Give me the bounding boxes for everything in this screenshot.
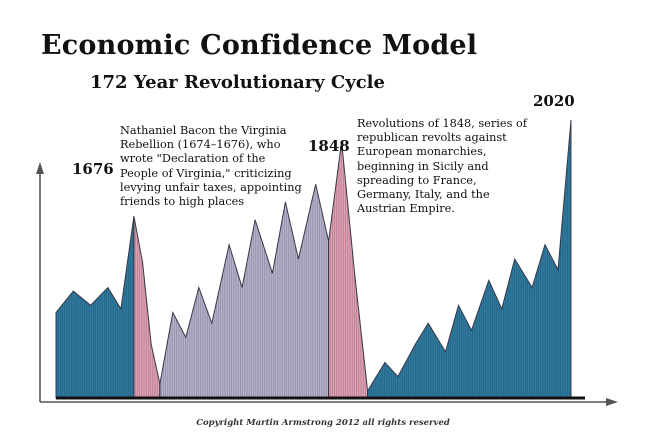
year-label-1848: 1848 (308, 137, 350, 155)
series-area-2 (133, 216, 161, 399)
copyright-notice: Copyright Martin Armstrong 2012 all righ… (196, 418, 450, 428)
annotation-bacon-rebellion: Nathaniel Bacon the Virginia Rebellion (… (120, 124, 302, 209)
series-area-5 (367, 119, 572, 399)
chart-title: Economic Confidence Model (41, 30, 478, 61)
year-label-1676: 1676 (72, 160, 114, 178)
annotation-revolutions-1848: Revolutions of 1848, series of republica… (357, 117, 527, 216)
y-axis-arrow (36, 162, 44, 174)
year-label-2020: 2020 (533, 92, 575, 110)
chart-subtitle: 172 Year Revolutionary Cycle (90, 72, 385, 93)
series-area-3 (159, 184, 330, 399)
x-axis-arrow (606, 398, 618, 406)
